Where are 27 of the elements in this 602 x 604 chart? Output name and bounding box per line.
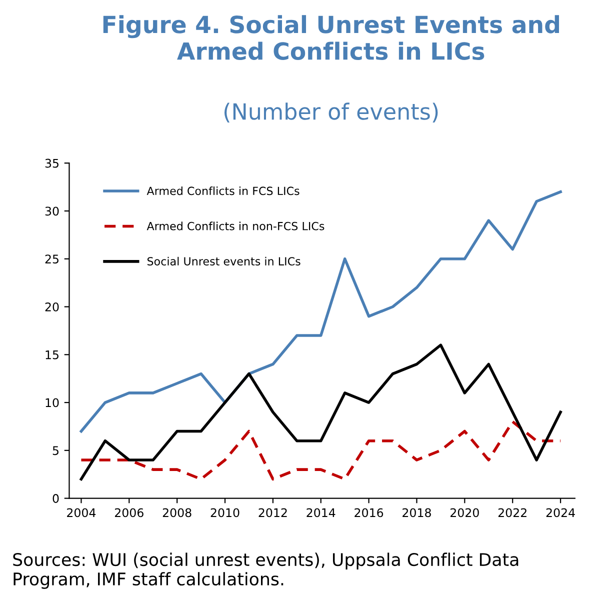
y-tick-label: 35 [45, 158, 58, 168]
x-tick-label: 2010 [210, 508, 240, 518]
legend-label: Armed Conflicts in FCS LICs [146, 186, 300, 196]
y-tick-label: 10 [46, 398, 59, 408]
legend-label: Armed Conflicts in non-FCS LICs [146, 222, 324, 230]
x-tick-label: 2004 [67, 508, 96, 518]
y-tick-label: 25 [45, 254, 58, 264]
legend-label: Social Unrest events in LICs [147, 256, 300, 266]
chart-subtitle: (Number of events) [224, 102, 438, 122]
chart-title: Figure 4. Social Unrest Events and Armed Conflicts in LICs [103, 15, 559, 60]
x-tick-label: 2018 [402, 508, 431, 518]
x-tick-label: 2024 [546, 508, 575, 518]
y-tick-label: 15 [46, 350, 58, 360]
source-note: Sources: WUI (social unrest events), Uppsala Conflict Data Program, IMF staff calculations. [13, 552, 518, 589]
y-tick-label: 20 [45, 302, 59, 312]
line-series [80, 344, 562, 481]
x-tick-label: 2006 [114, 508, 144, 518]
x-tick-label: 2016 [354, 508, 384, 518]
y-tick-label: 30 [45, 206, 59, 216]
y-tick-label: 0 [52, 494, 59, 503]
x-tick-label: 2020 [450, 508, 479, 518]
x-tick-label: 2022 [498, 508, 526, 518]
x-tick-label: 2012 [258, 508, 287, 518]
x-tick-label: 2014 [306, 508, 336, 518]
y-tick-label: 5 [52, 446, 58, 456]
x-tick-label: 2008 [162, 508, 192, 518]
line-series [80, 420, 562, 481]
